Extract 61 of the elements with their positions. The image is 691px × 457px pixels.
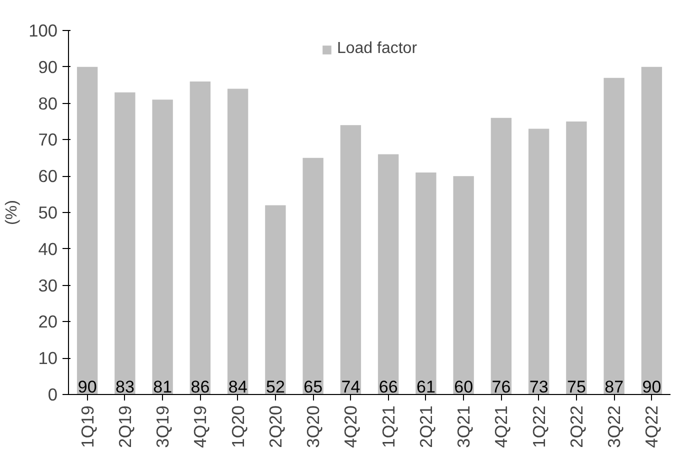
data-label: 84 bbox=[228, 378, 248, 396]
x-tick-label: 1Q20 bbox=[228, 406, 248, 448]
bar bbox=[604, 78, 624, 394]
data-label: 61 bbox=[416, 378, 436, 396]
x-tick-label: 2Q22 bbox=[566, 406, 586, 448]
x-tick-label: 3Q21 bbox=[454, 406, 474, 448]
y-tick-label: 60 bbox=[38, 166, 58, 186]
y-tick-label: 70 bbox=[38, 130, 58, 150]
data-label: 74 bbox=[341, 378, 360, 396]
x-tick-label: 3Q19 bbox=[152, 406, 173, 448]
bar bbox=[641, 66, 662, 394]
x-tick-label: 4Q19 bbox=[190, 406, 210, 448]
bar bbox=[227, 88, 248, 394]
x-tick-label: 4Q22 bbox=[642, 406, 662, 448]
y-tick-label: 100 bbox=[28, 20, 58, 40]
data-label: 66 bbox=[378, 378, 398, 396]
x-tick-label: 2Q21 bbox=[416, 406, 436, 448]
data-label: 90 bbox=[642, 378, 662, 396]
bar bbox=[302, 158, 324, 394]
data-label: 65 bbox=[304, 378, 323, 396]
bar bbox=[453, 176, 474, 394]
y-tick-label: 20 bbox=[38, 312, 58, 332]
bar bbox=[152, 100, 173, 394]
data-label: 52 bbox=[266, 378, 285, 396]
data-label: 83 bbox=[115, 378, 134, 396]
data-label: 76 bbox=[492, 378, 511, 396]
bar bbox=[416, 172, 436, 394]
data-label: 75 bbox=[566, 378, 586, 396]
bar bbox=[566, 122, 587, 394]
x-tick-label: 4Q21 bbox=[491, 406, 512, 448]
data-label: 73 bbox=[529, 378, 548, 396]
y-axis-title: (%) bbox=[4, 200, 21, 225]
data-label: 81 bbox=[153, 378, 172, 396]
y-tick-label: 30 bbox=[38, 275, 58, 296]
bar bbox=[490, 118, 512, 394]
x-tick-label: 3Q20 bbox=[303, 406, 324, 448]
bar bbox=[190, 81, 211, 394]
y-tick-label: 0 bbox=[48, 384, 58, 404]
bar bbox=[378, 154, 399, 394]
data-label: 87 bbox=[604, 378, 624, 396]
y-tick-label: 90 bbox=[38, 56, 58, 77]
x-tick-label: 1Q22 bbox=[528, 406, 549, 448]
x-tick-label: 3Q22 bbox=[604, 406, 624, 448]
bar bbox=[76, 66, 98, 394]
legend-label: Load factor bbox=[336, 40, 418, 58]
bar bbox=[265, 205, 286, 394]
x-tick-label: 2Q19 bbox=[114, 406, 135, 448]
x-tick-label: 1Q21 bbox=[378, 406, 398, 448]
y-tick-label: 80 bbox=[38, 93, 58, 114]
y-tick-label: 40 bbox=[38, 238, 58, 259]
y-tick-label: 10 bbox=[38, 348, 58, 368]
data-label: 60 bbox=[454, 378, 474, 396]
x-tick-label: 2Q20 bbox=[265, 406, 286, 448]
x-tick-label: 4Q20 bbox=[340, 406, 361, 448]
bar bbox=[340, 125, 362, 394]
data-label: 90 bbox=[78, 378, 97, 396]
bar bbox=[528, 128, 550, 394]
bar bbox=[114, 92, 136, 394]
x-tick-label: 1Q19 bbox=[77, 406, 98, 448]
y-tick-label: 50 bbox=[38, 202, 58, 222]
data-label: 86 bbox=[190, 378, 210, 396]
